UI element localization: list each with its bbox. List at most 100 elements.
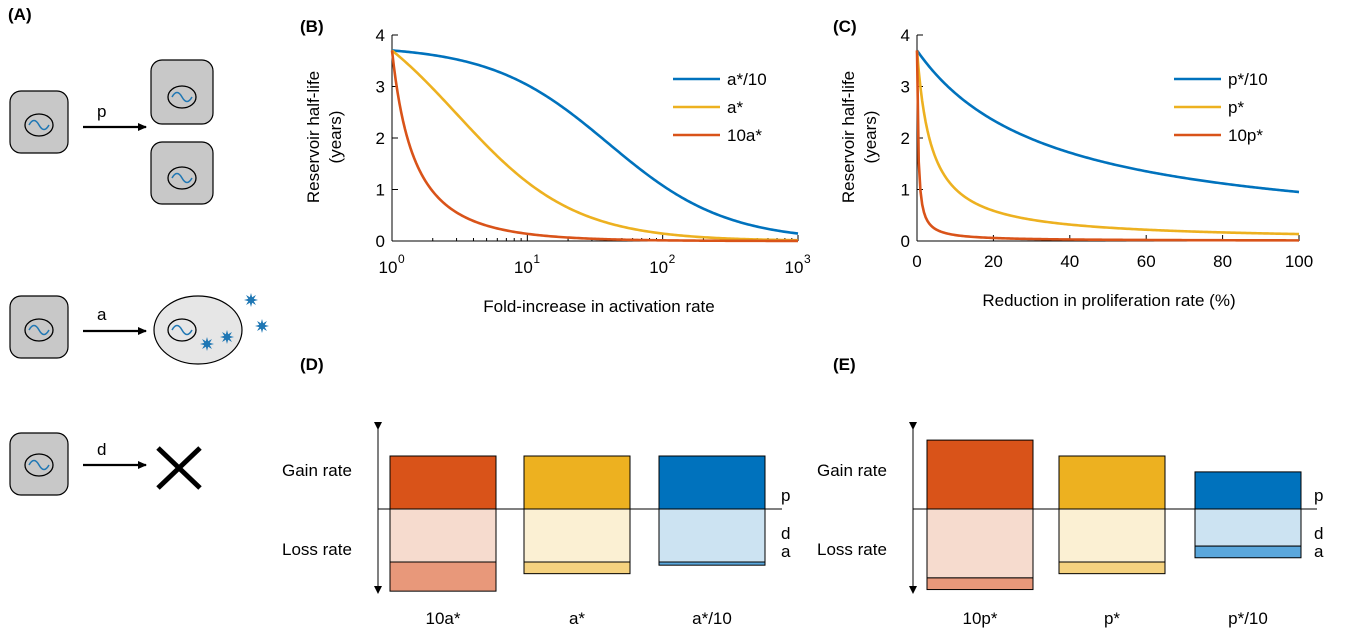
- legend-label: 10a*: [727, 126, 762, 145]
- category-label: p*/10: [1228, 609, 1268, 628]
- series-line-3: [390, 50, 798, 243]
- schematic-panel: p a d: [9, 59, 269, 496]
- loss-d-bar: [658, 508, 766, 563]
- gain-bar: [1194, 471, 1302, 510]
- loss-a-bar: [1194, 545, 1302, 559]
- cell-icon: [9, 90, 69, 154]
- chart-d-loss-label: Loss rate: [282, 540, 352, 559]
- chart-b-y-label-line2: (years): [326, 111, 345, 164]
- x-tick-exponent: 1: [533, 252, 540, 266]
- chart-b-y-label-line1: Reservoir half-life: [304, 71, 323, 203]
- death-row: d: [9, 432, 202, 496]
- chart-d-bars: 10a* a* a*/10: [389, 455, 766, 628]
- chart-d-p-label: p: [781, 486, 790, 505]
- chart-e: Gain rate Loss rate 10p* p* p*/10 p d a: [817, 422, 1324, 628]
- chart-c-lines: [915, 49, 1300, 242]
- nucleus-icon: [167, 166, 197, 190]
- series-line-2: [391, 49, 799, 242]
- death-rate-label: d: [97, 440, 106, 459]
- chart-e-d-label: d: [1314, 524, 1323, 543]
- x-tick-label: 10: [785, 258, 804, 277]
- series-line-3: [915, 50, 1300, 242]
- panel-label-c: (C): [833, 17, 857, 36]
- proliferation-rate-label: p: [97, 102, 106, 121]
- y-tick-label: 2: [376, 129, 385, 148]
- loss-a-bar: [1058, 561, 1166, 575]
- x-tick-label: 10: [514, 258, 533, 277]
- category-label: 10a*: [426, 609, 461, 628]
- chart-c-y-label-line2: (years): [861, 111, 880, 164]
- activated-cell-icon: [153, 295, 243, 365]
- panel-label-e: (E): [833, 355, 856, 374]
- chart-d: Gain rate Loss rate 10a* a* a*/10 p d a: [282, 422, 791, 628]
- nucleus-icon: [167, 318, 197, 342]
- loss-d-bar: [926, 508, 1034, 579]
- x-tick-label: 40: [1060, 252, 1079, 271]
- x-tick-label: 0: [912, 252, 921, 271]
- x-tick-label: 20: [984, 252, 1003, 271]
- virions: [200, 293, 269, 351]
- activation-rate-label: a: [97, 305, 107, 324]
- provirus-icon: [28, 119, 50, 131]
- chart-c-y-label-line1: Reservoir half-life: [839, 71, 858, 203]
- chart-e-gain-label: Gain rate: [817, 461, 887, 480]
- series-line-1: [915, 49, 1300, 194]
- panel-label-a: (A): [8, 5, 32, 24]
- series-line-2: [915, 50, 1300, 236]
- nucleus-icon: [24, 318, 54, 342]
- category-label: a*: [569, 609, 585, 628]
- gain-bar: [926, 439, 1034, 510]
- legend-label: p*: [1228, 98, 1244, 117]
- proliferation-row: p: [9, 59, 214, 205]
- nucleus-icon: [24, 113, 54, 137]
- loss-a-bar: [389, 561, 497, 592]
- chart-d-d-label: d: [781, 524, 790, 543]
- starburst-icon: [200, 337, 214, 351]
- y-tick-label: 0: [376, 232, 385, 251]
- starburst-icon: [244, 293, 258, 307]
- activation-row: a: [9, 293, 269, 365]
- x-tick-label: 10: [379, 258, 398, 277]
- y-tick-label: 3: [901, 78, 910, 97]
- provirus-icon: [28, 459, 50, 471]
- category-label: 10p*: [963, 609, 998, 628]
- nucleus-icon: [24, 453, 54, 477]
- provirus-icon: [28, 324, 50, 336]
- loss-a-bar: [523, 561, 631, 575]
- category-label: a*/10: [692, 609, 732, 628]
- chart-c-legend: p*/10 p* 10p*: [1174, 70, 1268, 145]
- x-tick-label: 100: [1285, 252, 1313, 271]
- loss-a-bar: [926, 577, 1034, 591]
- gain-bar: [1058, 455, 1166, 510]
- loss-d-bar: [1194, 508, 1302, 547]
- provirus-icon: [171, 91, 193, 103]
- chart-e-a-label: a: [1314, 542, 1324, 561]
- y-tick-label: 1: [901, 181, 910, 200]
- y-tick-label: 3: [376, 78, 385, 97]
- provirus-icon: [171, 324, 193, 336]
- series-line-1: [391, 49, 799, 235]
- category-label: p*: [1104, 609, 1120, 628]
- starburst-icon: [220, 330, 234, 344]
- chart-b-legend: a*/10 a* 10a*: [673, 70, 767, 145]
- x-tick-label: 60: [1137, 252, 1156, 271]
- chart-d-gain-label: Gain rate: [282, 461, 352, 480]
- gain-bar: [658, 455, 766, 510]
- legend-label: 10p*: [1228, 126, 1263, 145]
- chart-d-a-label: a: [781, 542, 791, 561]
- daughter-cell-icon: [150, 141, 214, 205]
- chart-e-bars: 10p* p* p*/10: [926, 439, 1302, 628]
- provirus-icon: [171, 172, 193, 184]
- x-tick-label: 80: [1213, 252, 1232, 271]
- x-tick-exponent: 0: [398, 252, 405, 266]
- y-tick-label: 4: [901, 26, 910, 45]
- y-tick-label: 0: [901, 232, 910, 251]
- chart-e-loss-label: Loss rate: [817, 540, 887, 559]
- loss-d-bar: [1058, 508, 1166, 563]
- starburst-icon: [255, 319, 269, 333]
- legend-label: p*/10: [1228, 70, 1268, 89]
- panel-label-b: (B): [300, 17, 324, 36]
